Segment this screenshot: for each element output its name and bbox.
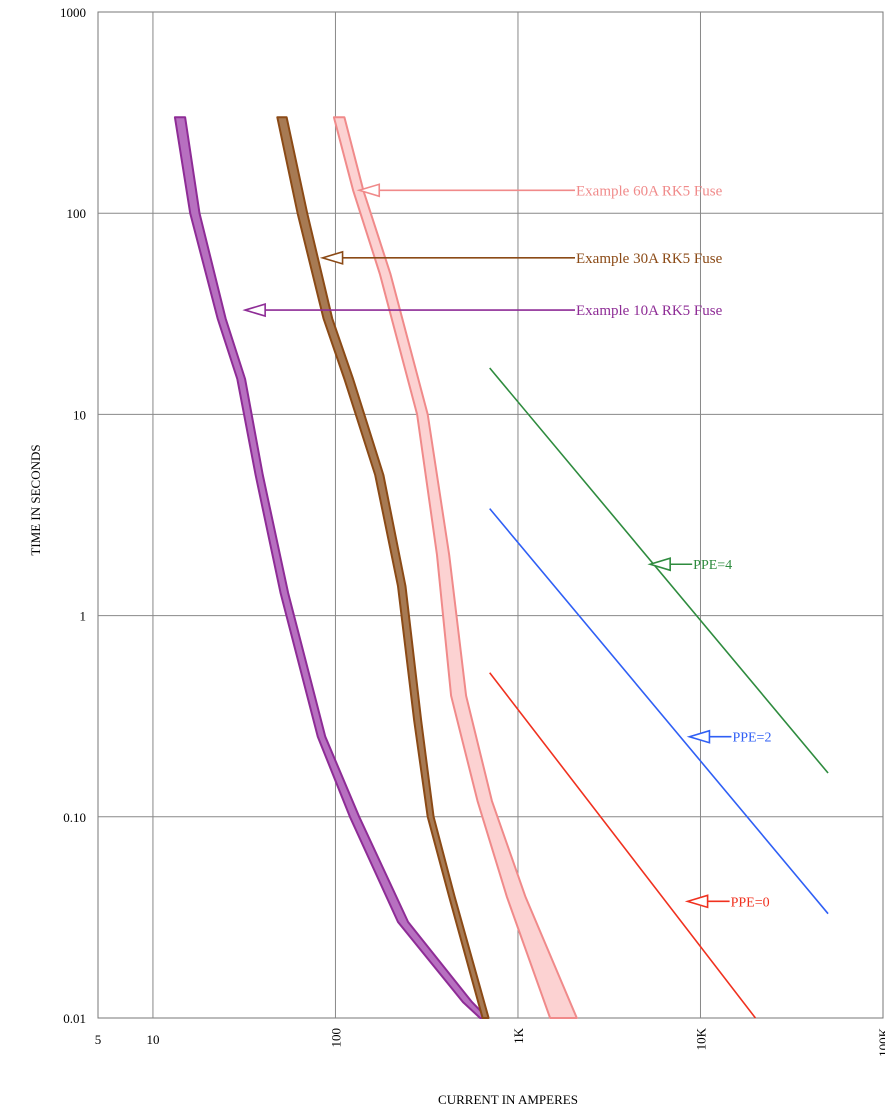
ppe-line-0 [489,367,829,774]
fuse-arrow-2-arrowhead [356,183,381,198]
fuse-band-1 [276,116,490,1019]
fuse-label-2: Example 60A RK5 Fuse [576,183,723,199]
y-tick-labels: 1000 100 10 1 0.10 0.01 [60,5,86,1026]
annotations: Example 10A RK5 Fuse Example 30A RK5 Fuse… [242,183,771,910]
ppe-lines [489,367,829,1019]
x-tick-label: 5 [95,1032,102,1047]
x-axis-title: CURRENT IN AMPERES [438,1092,578,1107]
x-tick-label: 1K [511,1027,526,1044]
y-tick-label: 1000 [60,5,86,20]
ppe-label-1: PPE=2 [732,731,771,746]
ppe-line-2 [489,672,757,1019]
ppe-arrow-0-arrowhead [647,557,671,572]
x-tick-label: 100K [876,1027,885,1057]
plot-frame [97,11,884,1019]
fuse-arrow-0-arrowhead [242,302,266,318]
fuse-bands [173,116,578,1019]
ppe-arrow-2-arrowhead [684,894,709,909]
x-tick-label: 100 [328,1028,343,1048]
grid-lines [97,11,884,1019]
y-tick-label: 10 [73,407,86,422]
fuse-label-1: Example 30A RK5 Fuse [576,251,723,267]
y-tick-label: 1 [80,609,87,624]
x-tick-label: 10K [693,1027,708,1050]
fuse-band-2 [332,116,578,1019]
y-tick-label: 0.10 [63,810,86,825]
x-tick-label: 10 [146,1032,159,1047]
fuse-arrow-1-arrowhead [319,250,344,265]
y-axis-title: TIME IN SECONDS [28,444,43,555]
ppe-line-1 [489,508,829,915]
ppe-arrow-1-arrowhead [686,729,711,744]
ppe-label-2: PPE=0 [731,895,770,910]
ppe-label-0: PPE=4 [693,558,732,573]
fuse-label-0: Example 10A RK5 Fuse [576,303,723,319]
y-tick-label: 0.01 [63,1011,86,1026]
x-tick-labels: 5 10 100 1K 10K 100K [95,1027,885,1057]
y-tick-label: 100 [67,206,87,221]
